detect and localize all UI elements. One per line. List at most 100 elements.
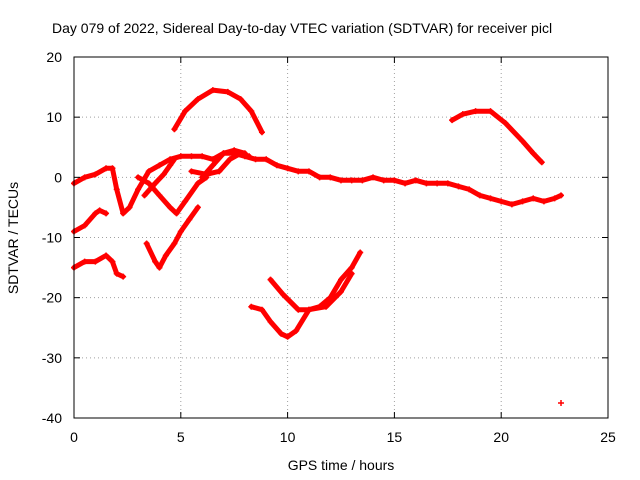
series-arc-f [188,150,253,178]
data-point [209,162,216,169]
data-point [551,195,558,202]
series-line [135,174,209,216]
data-point [194,204,201,211]
data-point [237,150,244,157]
data-point [540,198,547,205]
data-point [530,195,537,202]
data-point [103,210,110,217]
data-point [357,249,364,256]
series-main [71,150,565,217]
data-point [194,96,201,103]
data-point [252,156,259,163]
data-point [487,108,494,115]
data-point [498,198,505,205]
data-point [109,258,116,265]
x-axis-label: GPS time / hours [288,457,395,473]
x-tick-label: 15 [387,429,403,445]
data-point [120,210,127,217]
data-point [476,192,483,199]
y-tick-label: 0 [54,169,62,185]
axis-ticks: 0 5 10 15 20 25 -40 -30 -20 -10 0 10 20 [42,49,616,445]
data-point [177,153,184,160]
data-point [92,171,99,178]
data-point [248,303,255,310]
series-line [248,250,363,340]
data-point [295,306,302,313]
data-point [113,270,120,277]
series-valley [248,249,364,340]
data-point [171,126,178,133]
data-point [156,162,163,169]
data-point [508,201,515,208]
data-point [246,153,253,160]
grid-lines [74,57,608,418]
data-point [380,177,387,184]
y-tick-label: -10 [42,230,62,246]
series-early-low [71,207,110,235]
y-tick-label: -30 [42,350,62,366]
data-point [226,156,233,163]
series-late-hump [449,108,545,166]
data-point [323,303,330,310]
data-point [316,174,323,181]
series-line [171,87,265,135]
data-point [423,180,430,187]
data-point [135,186,142,193]
data-point [502,120,509,127]
x-tick-label: 5 [177,429,185,445]
data-point [216,168,223,175]
data-point [412,177,419,184]
data-point [120,273,127,280]
data-point [267,318,274,325]
data-point [92,258,99,265]
data-point [103,165,110,172]
data-point [558,192,565,199]
data-point [203,171,210,178]
data-point [402,180,409,187]
data-point [348,177,355,184]
data-point [194,180,201,187]
data-point [81,174,88,181]
data-point [538,159,545,166]
data-point [348,270,355,277]
data-point [92,210,99,217]
data-point [338,288,344,295]
data-point [273,162,280,169]
data-point [305,168,312,175]
y-tick-label: -40 [42,410,62,426]
data-point [162,252,169,259]
data-point [558,399,565,406]
chart-title: Day 079 of 2022, Sidereal Day-to-day VTE… [52,20,552,36]
data-point [81,222,88,229]
data-point [466,186,473,193]
data-point [472,108,479,115]
y-axis-label: SDTVAR / TECUs [5,182,21,294]
data-point [160,171,167,178]
data-point [188,153,195,160]
data-point [152,180,159,187]
data-point [220,150,227,157]
x-tick-label: 10 [280,429,296,445]
data-point [145,180,152,187]
data-point [173,210,180,217]
data-point [278,330,285,337]
data-point [348,264,355,271]
data-point [258,306,265,313]
x-tick-label: 25 [600,429,616,445]
series-line [449,108,545,165]
data-point [141,192,148,199]
data-point [449,117,456,124]
data-point [280,291,287,298]
data-point [156,264,163,271]
data-point [167,204,174,211]
data-point [444,180,451,187]
data-point [81,258,88,265]
data-point [171,240,178,247]
series-dip-b [143,204,201,271]
data-point [434,180,441,187]
series-outlier [558,399,565,406]
data-point [171,156,178,163]
data-point [237,96,244,103]
series-dip-a [71,252,127,280]
